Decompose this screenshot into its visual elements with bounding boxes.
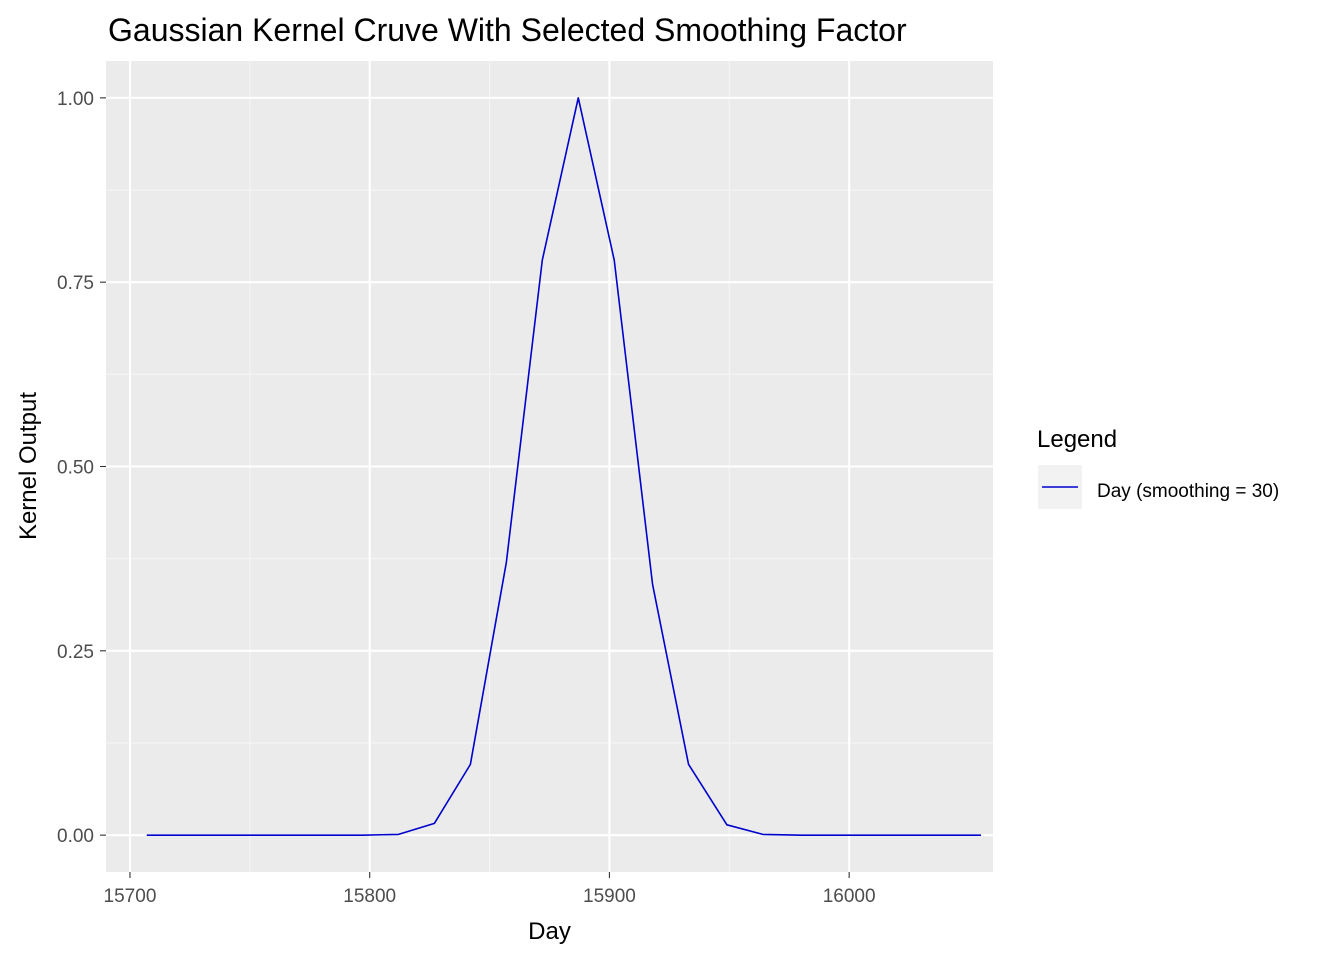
x-tick-label: 15700 xyxy=(104,886,157,907)
legend-label: Day (smoothing = 30) xyxy=(1097,481,1279,502)
y-tick-label: 1.00 xyxy=(57,89,94,110)
x-axis: 15700 15800 15900 16000 xyxy=(104,872,876,907)
x-tick-label: 15800 xyxy=(343,886,396,907)
y-tick-label: 0.50 xyxy=(57,458,94,479)
x-tick-label: 15900 xyxy=(583,886,636,907)
y-tick-label: 0.75 xyxy=(57,273,94,294)
legend: Legend Day (smoothing = 30) xyxy=(1037,426,1279,509)
legend-title: Legend xyxy=(1037,426,1117,453)
y-axis-title: Kernel Output xyxy=(15,392,42,540)
series-layer xyxy=(146,97,982,836)
major-gridlines xyxy=(106,61,993,872)
x-axis-title: Day xyxy=(528,918,571,945)
chart-title: Gaussian Kernel Cruve With Selected Smoo… xyxy=(108,12,907,48)
y-tick-label: 0.00 xyxy=(57,826,94,847)
series-line-0 xyxy=(146,97,982,836)
y-tick-label: 0.25 xyxy=(57,642,94,663)
x-tick-label: 16000 xyxy=(823,886,876,907)
y-axis: 0.00 0.25 0.50 0.75 1.00 xyxy=(57,89,106,847)
